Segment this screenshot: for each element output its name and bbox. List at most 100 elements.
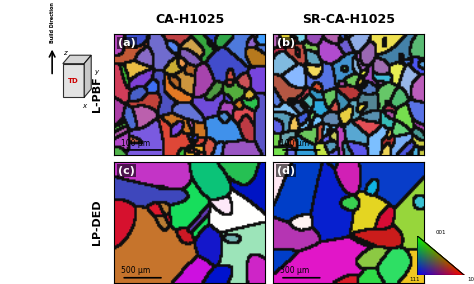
- Point: [426, 260, 434, 264]
- Point: [459, 272, 467, 277]
- Point: [417, 269, 425, 273]
- Point: [430, 256, 438, 260]
- Point: [425, 254, 433, 258]
- Point: [422, 264, 429, 269]
- Point: [460, 272, 467, 277]
- Point: [442, 264, 449, 269]
- Point: [419, 260, 427, 264]
- Point: [423, 264, 430, 269]
- Point: [422, 270, 430, 275]
- Point: [432, 269, 440, 273]
- Point: [445, 261, 453, 266]
- Point: [435, 272, 443, 276]
- Point: [433, 264, 440, 268]
- Point: [420, 268, 428, 272]
- Point: [456, 272, 463, 277]
- Point: [437, 264, 444, 269]
- Point: [420, 256, 428, 261]
- Point: [425, 264, 433, 268]
- Point: [425, 245, 432, 250]
- Point: [420, 243, 428, 248]
- Point: [427, 268, 434, 273]
- Point: [437, 255, 445, 260]
- Point: [428, 262, 435, 266]
- Point: [440, 261, 447, 266]
- Point: [440, 258, 448, 262]
- Point: [416, 260, 424, 265]
- Point: [432, 251, 440, 256]
- Point: [436, 260, 443, 264]
- Point: [431, 264, 438, 269]
- Point: [432, 266, 439, 270]
- Point: [424, 251, 431, 256]
- Point: [438, 268, 446, 273]
- Point: [413, 240, 421, 245]
- Point: [419, 272, 427, 276]
- Point: [425, 255, 433, 260]
- Point: [419, 266, 427, 270]
- Point: [452, 273, 460, 277]
- Point: [445, 273, 452, 277]
- Point: [431, 249, 438, 253]
- Point: [443, 268, 451, 273]
- Point: [433, 258, 440, 263]
- Point: [415, 261, 422, 266]
- Point: [418, 243, 425, 248]
- Point: [416, 250, 424, 254]
- Point: [425, 264, 432, 269]
- Point: [440, 269, 448, 273]
- Point: [413, 270, 421, 274]
- Point: [429, 268, 437, 272]
- Point: [426, 270, 433, 274]
- Point: [420, 265, 428, 269]
- Point: [427, 252, 434, 257]
- Point: [418, 244, 426, 248]
- Point: [424, 257, 431, 262]
- Point: [435, 270, 443, 275]
- Point: [453, 268, 461, 273]
- Point: [421, 248, 428, 252]
- Point: [416, 250, 424, 255]
- Point: [413, 253, 421, 257]
- Point: [416, 250, 424, 255]
- Point: [419, 270, 427, 275]
- Point: [417, 244, 425, 248]
- Point: [416, 258, 424, 263]
- Point: [415, 265, 423, 269]
- Point: [431, 269, 439, 273]
- Point: [432, 257, 440, 262]
- Point: [419, 261, 427, 266]
- Point: [418, 272, 426, 277]
- Point: [415, 255, 423, 260]
- Point: [432, 262, 440, 266]
- Point: [419, 245, 427, 249]
- Point: [451, 270, 458, 274]
- Point: [444, 266, 452, 271]
- Point: [426, 264, 433, 269]
- Point: [440, 260, 447, 265]
- Point: [424, 271, 432, 276]
- Point: [443, 270, 451, 275]
- Point: [454, 267, 461, 272]
- Point: [423, 269, 430, 273]
- Point: [430, 249, 438, 253]
- Point: [414, 246, 422, 250]
- Point: [423, 270, 431, 274]
- Point: [434, 258, 442, 263]
- Point: [444, 273, 452, 277]
- Point: [429, 273, 437, 277]
- Point: [423, 247, 430, 251]
- Point: [452, 270, 460, 274]
- Point: [448, 272, 456, 276]
- Point: [414, 242, 422, 247]
- Point: [423, 270, 430, 274]
- Point: [427, 272, 434, 276]
- Point: [416, 248, 424, 253]
- Point: [422, 244, 429, 248]
- Point: [431, 266, 438, 271]
- Point: [449, 266, 457, 270]
- Point: [433, 251, 440, 256]
- Point: [430, 255, 438, 259]
- Point: [420, 240, 428, 245]
- Point: [437, 254, 444, 258]
